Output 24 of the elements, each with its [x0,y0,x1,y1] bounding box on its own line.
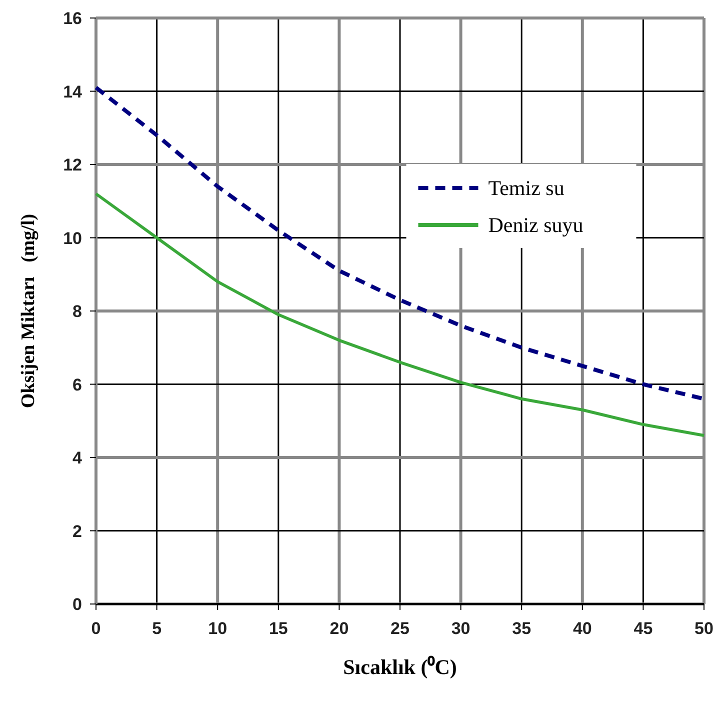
x-tick-label: 35 [512,619,532,638]
x-axis-title: Sıcaklık (⁰C) [343,655,457,679]
y-tick-label: 4 [72,448,83,468]
legend-label: Temiz su [488,176,565,200]
y-tick-label: 14 [63,82,83,102]
y-tick-label: 12 [63,156,82,174]
x-tick-label: 40 [572,619,592,638]
y-axis-title: Oksijen Miktarı (mg/l) [18,214,39,408]
y-tick-label: 6 [72,375,82,394]
x-tick-label: 50 [694,619,714,638]
x-tick-label: 15 [268,619,288,638]
x-tick-label: 10 [208,619,228,638]
x-tick-label: 30 [451,619,470,638]
y-tick-label: 8 [72,302,82,321]
y-tick-label: 16 [63,9,82,28]
x-tick-label: 45 [634,619,653,638]
x-tick-label: 25 [390,619,410,638]
y-tick-label: 10 [63,228,82,248]
x-tick-label: 5 [152,619,162,638]
x-tick-label: 20 [330,619,349,638]
y-tick-label: 0 [72,595,82,614]
x-tick-label: 0 [91,619,101,638]
legend-label: Deniz suyu [488,212,584,237]
y-tick-label: 2 [72,522,82,541]
